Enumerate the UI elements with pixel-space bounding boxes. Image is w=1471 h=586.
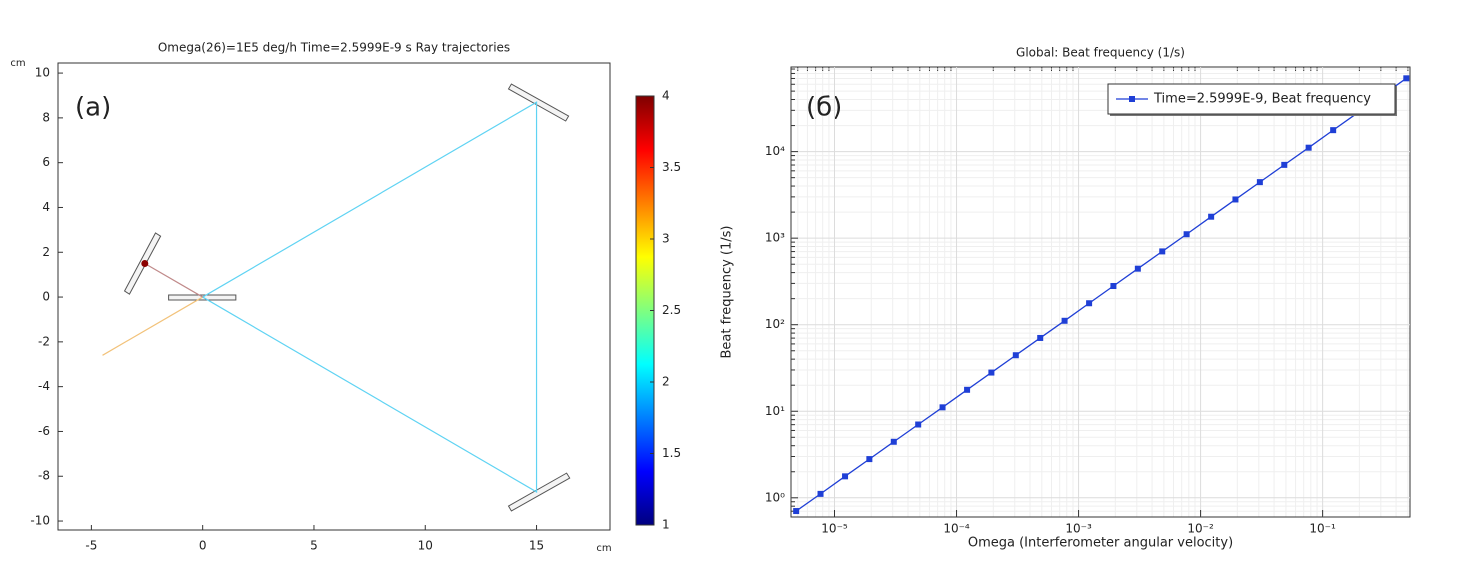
x-unit: cm	[596, 543, 611, 554]
legend-label: Time=2.5999E-9, Beat frequency	[1153, 92, 1371, 107]
marker	[866, 456, 873, 463]
y-unit: cm	[10, 58, 25, 69]
x-tick-label: 5	[310, 539, 318, 553]
x-tick-label: 0	[199, 539, 207, 553]
chart-title: Omega(26)=1E5 deg/h Time=2.5999E-9 s Ray…	[158, 41, 510, 55]
y-tick-label: 10¹	[765, 404, 785, 418]
marker	[890, 438, 897, 445]
legend-marker	[1129, 96, 1135, 102]
plot-frame	[790, 66, 1411, 518]
x-tick-label: 10⁻¹	[1309, 522, 1336, 536]
series	[793, 75, 1410, 515]
y-tick-label: -10	[30, 514, 50, 528]
y-tick-label: -4	[38, 379, 50, 393]
marker	[817, 490, 824, 497]
marker	[1403, 75, 1410, 82]
ray	[202, 101, 538, 493]
marker	[1208, 213, 1215, 220]
y-tick-label: 10	[35, 66, 50, 80]
x-tick-label: 10⁻²	[1187, 522, 1214, 536]
marker	[1281, 161, 1288, 168]
y-tick-label: 4	[42, 200, 50, 214]
marker	[1037, 334, 1044, 341]
x-axis-label: Omega (Interferometer angular velocity)	[968, 536, 1233, 551]
colorbar-tick-label: 1.5	[662, 446, 681, 460]
series-line	[795, 77, 1407, 512]
panel-label: (a)	[75, 93, 111, 123]
marker	[1110, 283, 1117, 290]
marker	[1012, 352, 1019, 359]
y-tick-label: 2	[42, 245, 50, 259]
x-tick-label: 10⁻⁴	[943, 522, 970, 536]
marker	[1134, 265, 1141, 272]
x-tick-label: 10⁻³	[1065, 522, 1092, 536]
marker	[939, 404, 946, 411]
x-tick-label: -5	[85, 539, 97, 553]
marker	[1183, 231, 1190, 238]
y-tick-label: 0	[42, 290, 50, 304]
marker	[1086, 300, 1093, 307]
y-tick-label: 10⁰	[765, 490, 785, 504]
y-tick-label: -2	[38, 334, 50, 348]
y-tick-label: -8	[38, 469, 50, 483]
colorbar-tick-label: 2.5	[662, 303, 681, 317]
marker	[1330, 127, 1337, 134]
marker	[793, 508, 800, 515]
marker	[1159, 248, 1166, 255]
colorbar-tick-label: 3.5	[662, 160, 681, 174]
y-tick-label: 10⁴	[765, 144, 785, 158]
colorbar-tick-label: 2	[662, 375, 670, 389]
ray	[144, 262, 203, 298]
y-tick-label: 6	[42, 155, 50, 169]
marker	[964, 386, 971, 393]
y-tick-label: 8	[42, 110, 50, 124]
marker	[915, 421, 922, 428]
y-axis-label: Beat frequency (1/s)	[720, 225, 735, 358]
colorbar-tick-label: 4	[662, 89, 670, 103]
marker	[842, 473, 849, 480]
marker	[1256, 179, 1263, 186]
chart-title: Global: Beat frequency (1/s)	[1016, 46, 1185, 60]
colorbar-tick-label: 1	[662, 518, 670, 532]
mirror	[507, 83, 570, 122]
marker	[1305, 144, 1312, 151]
y-tick-label: 10²	[765, 317, 785, 331]
legend	[1107, 83, 1396, 115]
x-tick-label: 10⁻⁵	[821, 522, 848, 536]
mirror	[507, 472, 571, 512]
x-tick-label: 15	[529, 539, 544, 553]
marker	[1061, 317, 1068, 324]
colorbar-tick-label: 3	[662, 232, 670, 246]
marker	[988, 369, 995, 376]
y-tick-label: 10³	[765, 231, 785, 245]
ray-point	[141, 259, 149, 267]
ray	[102, 296, 203, 356]
marker	[1232, 196, 1239, 203]
x-tick-label: 10	[418, 539, 433, 553]
plot-frame	[57, 62, 611, 531]
y-tick-label: -6	[38, 424, 50, 438]
panel-label: (б)	[806, 93, 842, 123]
